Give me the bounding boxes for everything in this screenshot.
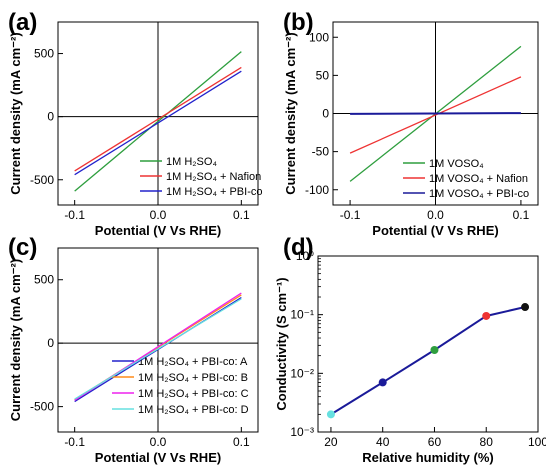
legend-entry: 1M H₂SO₄ + PBI-co — [166, 186, 262, 198]
x-tick-label: 40 — [376, 435, 390, 449]
x-tick-label: 20 — [324, 435, 338, 449]
x-axis-title: Relative humidity (%) — [362, 450, 493, 465]
legend-entry: 1M VOSO₄ + Nafion — [429, 173, 528, 185]
x-tick-label: 60 — [428, 435, 442, 449]
y-tick-label: -500 — [30, 173, 54, 187]
plot-frame — [317, 255, 539, 433]
panel-label: (a) — [8, 9, 37, 36]
x-tick-label: 0.0 — [150, 208, 167, 222]
data-point — [326, 410, 335, 419]
y-tick-label: 10⁰ — [296, 249, 314, 263]
y-tick-label: 10⁻³ — [290, 425, 314, 439]
x-axis-title: Potential (V Vs RHE) — [372, 223, 498, 238]
legend-entry: 1M H₂SO₄ — [166, 156, 217, 168]
x-tick-label: 0.0 — [427, 208, 444, 222]
x-tick-label: -0.1 — [64, 208, 85, 222]
legend-entry: 1M VOSO₄ + PBI-co — [429, 188, 529, 200]
y-tick-label: 10⁻¹ — [290, 308, 314, 322]
y-tick-label: 100 — [309, 30, 329, 44]
y-tick-label: 0 — [47, 110, 54, 124]
legend-entry: 1M H₂SO₄ + PBI-co: C — [138, 388, 249, 400]
legend-entry: 1M H₂SO₄ + PBI-co: B — [138, 372, 248, 384]
series-line-2 — [349, 76, 522, 154]
x-axis-title: Potential (V Vs RHE) — [95, 223, 221, 238]
data-point — [430, 345, 439, 354]
panel-b: (b) -0.1 0.0 0.1 -100 -50 0 50 100 Potential (V V… — [283, 9, 539, 238]
series-line-2 — [74, 66, 242, 172]
series-line-1 — [74, 51, 242, 192]
x-tick-label: 0.1 — [233, 435, 250, 449]
series-line-4 — [74, 298, 242, 400]
legend-entry: 1M H₂SO₄ + PBI-co: D — [138, 404, 249, 416]
x-axis-title: Potential (V Vs RHE) — [95, 450, 221, 465]
x-tick-label: 80 — [480, 435, 494, 449]
y-axis-title: Current density (mA cm⁻²) — [283, 32, 298, 194]
y-tick-label: 0 — [47, 336, 54, 350]
y-axis-title: Current density (mA cm⁻²) — [8, 259, 23, 421]
y-tick-label: 500 — [34, 273, 54, 287]
series-line-3 — [350, 112, 521, 115]
panel-c: (c) -0.1 0.0 0.1 -500 0 500 Potential (V Vs RHE… — [8, 234, 259, 465]
y-axis-title: Current density (mA cm⁻²) — [8, 32, 23, 194]
panel-label: (b) — [283, 9, 314, 36]
data-point — [521, 303, 530, 312]
x-tick-label: 0.0 — [150, 435, 167, 449]
x-tick-label: 0.1 — [513, 208, 530, 222]
y-tick-label: 500 — [34, 47, 54, 61]
y-tick-label: -500 — [30, 400, 54, 414]
panel-a: (a) -0.1 0.0 0.1 -500 0 500 Potential (V Vs RHE… — [8, 9, 262, 238]
x-tick-label: 0.1 — [233, 208, 250, 222]
conductivity-line — [330, 306, 526, 416]
y-tick-label: -50 — [312, 145, 330, 159]
data-point — [378, 378, 387, 387]
series-line-3 — [74, 70, 242, 176]
y-tick-label: 0 — [322, 107, 329, 121]
x-tick-label: -0.1 — [340, 208, 361, 222]
legend-entry: 1M H₂SO₄ + PBI-co: A — [138, 356, 248, 368]
y-tick-label: 50 — [316, 68, 330, 82]
panel-label: (c) — [8, 234, 37, 261]
x-tick-label: 100 — [528, 435, 546, 449]
y-tick-label: -100 — [305, 183, 329, 197]
legend-entry: 1M H₂SO₄ + Nafion — [166, 171, 261, 183]
data-point — [482, 311, 491, 320]
legend-entry: 1M VOSO₄ — [429, 158, 484, 170]
panel-d: (d) 20 40 60 80 100 10⁻³ 10⁻² 10⁻¹ 10⁰ Relative hu… — [274, 234, 546, 465]
panel-label: (d) — [283, 234, 314, 261]
y-tick-label: 10⁻² — [290, 366, 314, 380]
x-tick-label: -0.1 — [64, 435, 85, 449]
y-axis-title: Conductivity (S cm⁻¹) — [274, 277, 289, 410]
